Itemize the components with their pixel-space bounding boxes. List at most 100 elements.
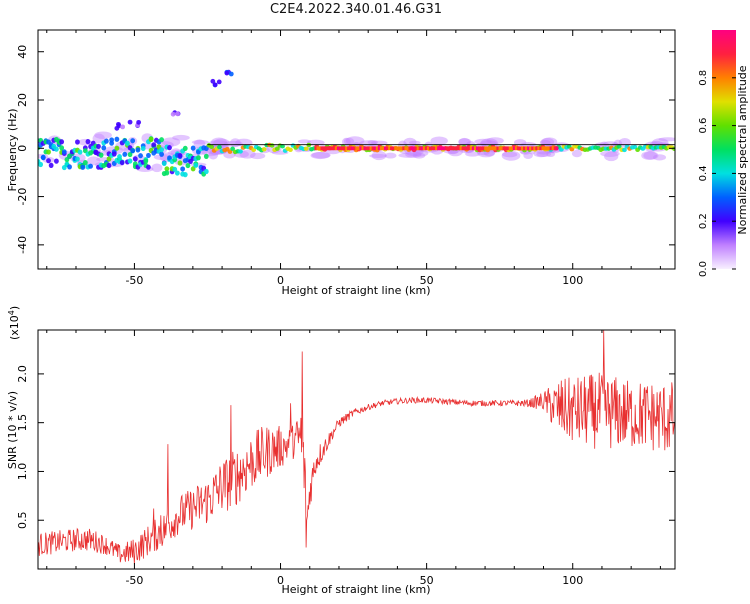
spectrum-core bbox=[418, 146, 422, 151]
spectrum-harmonic bbox=[114, 125, 120, 131]
spectrum-cell bbox=[193, 162, 199, 168]
spectrum-halo bbox=[311, 151, 331, 159]
spectrum-core bbox=[492, 146, 495, 151]
spectrum-core bbox=[500, 146, 504, 151]
spectrum-core bbox=[353, 146, 356, 151]
spectrum-cell bbox=[148, 136, 154, 143]
spectrum-core bbox=[523, 146, 526, 151]
spectrum-core bbox=[529, 146, 532, 151]
spectrum-cell bbox=[238, 149, 243, 154]
spectrum-core bbox=[457, 146, 461, 151]
spectrum-core bbox=[498, 146, 502, 151]
spectrum-cell bbox=[143, 158, 149, 164]
spectrum-halo bbox=[658, 137, 675, 142]
spectrum-cell bbox=[48, 162, 54, 168]
spectrum-cell bbox=[98, 152, 104, 158]
spectrum-harmonic bbox=[170, 111, 176, 117]
spectrum-core bbox=[541, 146, 545, 151]
spectrum-core bbox=[369, 146, 373, 151]
spectrum-cell bbox=[159, 137, 165, 143]
spectrum-halo bbox=[539, 139, 551, 146]
spectrum-cell bbox=[227, 149, 233, 154]
snr-y-axis-label: SNR (10 * v/v) bbox=[6, 391, 19, 469]
spectrum-core bbox=[316, 146, 320, 151]
spectrum-core bbox=[361, 146, 365, 151]
spectrum-core bbox=[502, 146, 506, 151]
spectrum-core bbox=[336, 146, 340, 151]
colorbar: 0.0 0.2 0.4 0.6 0.8 Normalized spectral ampl… bbox=[698, 30, 749, 277]
spectrum-core bbox=[314, 146, 317, 151]
spectrum-halo bbox=[546, 151, 556, 157]
spectrum-core bbox=[388, 146, 391, 151]
spectrum-cell bbox=[54, 158, 59, 164]
spectrum-halo bbox=[412, 149, 429, 157]
spectrum-core bbox=[441, 146, 444, 151]
spectrum-core bbox=[402, 146, 405, 151]
spectrum-cell bbox=[101, 145, 107, 151]
spectrum-cell bbox=[75, 156, 80, 162]
spectrum-core bbox=[340, 146, 344, 151]
colorbar-gradient bbox=[712, 30, 736, 269]
spectrum-core bbox=[518, 146, 522, 151]
spectrum-cell bbox=[217, 144, 222, 150]
spectrum-core bbox=[400, 146, 403, 151]
spectrum-core bbox=[437, 146, 440, 151]
spectrum-cell bbox=[77, 149, 83, 155]
spectrum-core bbox=[443, 146, 446, 151]
spectrum-core bbox=[439, 146, 442, 151]
spectrum-core bbox=[410, 146, 414, 151]
snr-multiplier-close: ) bbox=[8, 306, 21, 310]
snr-multiplier-exponent: 4 bbox=[7, 310, 16, 315]
spectrum-core bbox=[508, 146, 512, 151]
spectrum-halo bbox=[310, 151, 330, 160]
spectrogram-y-tick-label: 0 bbox=[16, 145, 29, 152]
spectrogram-x-tick-label: -50 bbox=[125, 274, 143, 287]
spectrogram-frame bbox=[37, 29, 676, 270]
spectrum-harmonic bbox=[224, 70, 230, 76]
spectrum-halo bbox=[501, 150, 521, 161]
spectrum-cell bbox=[185, 162, 191, 169]
spectrum-cell bbox=[67, 164, 72, 170]
spectrum-core bbox=[385, 146, 389, 151]
spectrum-cell bbox=[203, 168, 209, 175]
colorbar-tick-label: 0.6 bbox=[698, 118, 709, 134]
spectrum-cell bbox=[269, 143, 275, 148]
spectrum-core bbox=[496, 146, 500, 151]
spectrum-cell bbox=[622, 147, 627, 153]
spectrum-core bbox=[525, 146, 528, 151]
spectrum-cell bbox=[159, 151, 165, 157]
spectrum-core bbox=[539, 146, 542, 151]
spectrum-halo bbox=[541, 137, 558, 147]
colorbar-tick-label: 0.0 bbox=[698, 261, 709, 277]
snr-series-line bbox=[38, 330, 675, 565]
spectrum-cell bbox=[59, 145, 65, 151]
spectrogram-y-tick-label: -20 bbox=[16, 188, 29, 206]
spectrum-harmonic bbox=[175, 111, 180, 117]
spectrum-core bbox=[343, 146, 346, 151]
snr-x-axis-label: Height of straight line (km) bbox=[281, 583, 430, 596]
spectrum-core bbox=[461, 146, 465, 151]
colorbar-label: Normalized spectral amplitude bbox=[736, 65, 749, 234]
spectrum-core bbox=[535, 146, 538, 151]
spectrum-cell bbox=[303, 146, 309, 151]
spectrum-cell bbox=[180, 166, 186, 172]
spectrum-halo bbox=[341, 137, 351, 146]
spectrum-cell bbox=[103, 138, 109, 144]
spectrum-cell bbox=[135, 147, 141, 153]
spectrum-cell bbox=[132, 156, 138, 162]
spectrum-core bbox=[504, 146, 508, 151]
spectrum-core bbox=[547, 146, 551, 151]
spectrum-core bbox=[435, 146, 438, 151]
spectrum-halo bbox=[458, 138, 472, 146]
spectrogram-y-tick-label: 20 bbox=[16, 93, 29, 107]
spectrogram-x-tick-label: 50 bbox=[420, 274, 434, 287]
spectrum-harmonic bbox=[212, 82, 218, 88]
spectrum-halo bbox=[448, 149, 459, 155]
spectrum-core bbox=[408, 146, 412, 151]
spectrum-cell bbox=[130, 148, 136, 154]
spectrum-core bbox=[537, 146, 540, 151]
spectrum-halo bbox=[408, 140, 421, 145]
spectrum-cell bbox=[161, 160, 167, 167]
snr-y-tick-label: 1.5 bbox=[16, 414, 29, 432]
spectrum-core bbox=[422, 146, 426, 151]
